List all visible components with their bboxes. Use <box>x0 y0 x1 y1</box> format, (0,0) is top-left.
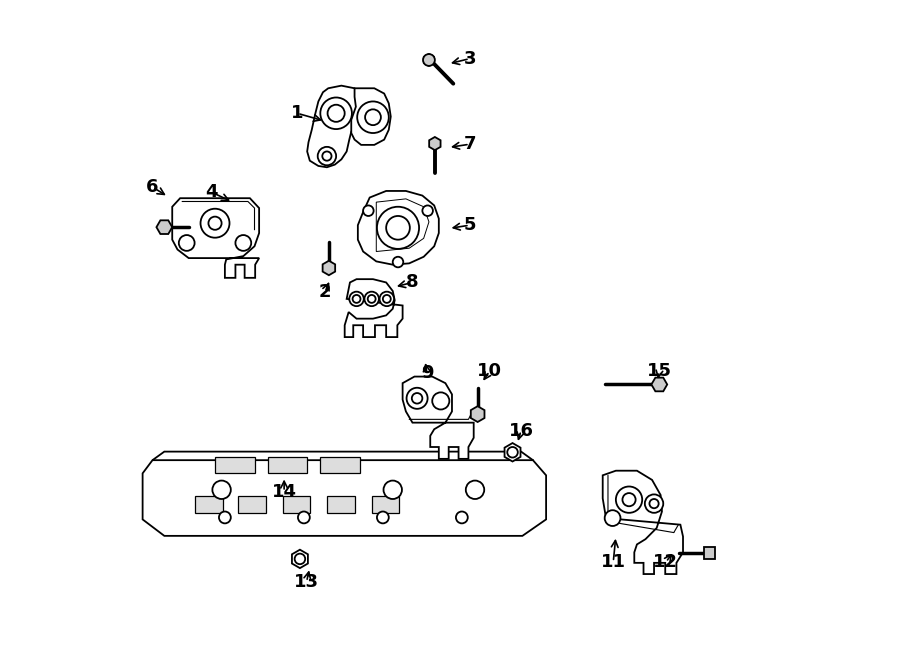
Text: 6: 6 <box>146 178 158 196</box>
Circle shape <box>650 499 659 508</box>
Polygon shape <box>283 496 310 513</box>
Text: 8: 8 <box>406 274 419 292</box>
Circle shape <box>508 447 518 457</box>
Circle shape <box>407 388 428 408</box>
Polygon shape <box>327 496 355 513</box>
Circle shape <box>236 235 251 251</box>
Circle shape <box>363 206 374 216</box>
Circle shape <box>383 481 402 499</box>
Circle shape <box>377 207 419 249</box>
Polygon shape <box>152 451 533 488</box>
Polygon shape <box>505 443 520 461</box>
Text: 15: 15 <box>647 362 671 380</box>
Polygon shape <box>142 460 546 536</box>
Polygon shape <box>652 377 667 391</box>
Circle shape <box>616 486 643 513</box>
Text: 11: 11 <box>600 553 626 571</box>
Circle shape <box>423 54 435 66</box>
Polygon shape <box>351 89 391 145</box>
Text: 14: 14 <box>272 483 297 501</box>
Text: 2: 2 <box>319 284 331 301</box>
Text: 12: 12 <box>653 553 679 571</box>
Circle shape <box>219 512 230 524</box>
Polygon shape <box>172 198 259 278</box>
Circle shape <box>644 494 663 513</box>
Text: 10: 10 <box>477 362 502 380</box>
Polygon shape <box>402 377 473 459</box>
Circle shape <box>623 493 635 506</box>
Circle shape <box>466 481 484 499</box>
Polygon shape <box>603 471 683 574</box>
Circle shape <box>412 393 422 404</box>
Circle shape <box>298 512 310 524</box>
Text: 7: 7 <box>464 136 476 153</box>
Circle shape <box>377 512 389 524</box>
Circle shape <box>294 554 305 564</box>
Polygon shape <box>238 496 266 513</box>
Circle shape <box>320 97 352 129</box>
Polygon shape <box>358 191 439 264</box>
Text: 9: 9 <box>420 364 433 382</box>
Circle shape <box>368 295 375 303</box>
Circle shape <box>432 393 449 409</box>
Circle shape <box>422 206 433 216</box>
Polygon shape <box>215 457 255 473</box>
Polygon shape <box>372 496 400 513</box>
Circle shape <box>318 147 336 165</box>
Circle shape <box>212 481 230 499</box>
Text: 1: 1 <box>291 104 303 122</box>
Polygon shape <box>345 279 402 337</box>
Polygon shape <box>471 407 484 422</box>
Text: 13: 13 <box>294 573 319 591</box>
Text: 4: 4 <box>205 183 218 201</box>
Polygon shape <box>322 260 335 275</box>
Polygon shape <box>704 547 715 559</box>
Polygon shape <box>320 457 360 473</box>
Circle shape <box>201 209 230 238</box>
Circle shape <box>179 235 194 251</box>
Circle shape <box>386 216 410 240</box>
Circle shape <box>365 109 381 125</box>
Polygon shape <box>267 457 307 473</box>
Circle shape <box>392 256 403 267</box>
Polygon shape <box>195 496 223 513</box>
Circle shape <box>605 510 620 526</box>
Polygon shape <box>376 199 429 252</box>
Circle shape <box>328 104 345 122</box>
Circle shape <box>349 292 364 306</box>
Circle shape <box>322 151 331 161</box>
Polygon shape <box>292 550 308 568</box>
Circle shape <box>380 292 394 306</box>
Circle shape <box>357 101 389 133</box>
Polygon shape <box>429 137 441 150</box>
Polygon shape <box>424 54 434 66</box>
Text: 5: 5 <box>464 216 476 234</box>
Circle shape <box>353 295 361 303</box>
Text: 16: 16 <box>508 422 534 440</box>
Circle shape <box>456 512 468 524</box>
Circle shape <box>209 217 221 230</box>
Circle shape <box>364 292 379 306</box>
Text: 3: 3 <box>464 50 476 67</box>
Circle shape <box>382 295 391 303</box>
Polygon shape <box>307 86 368 167</box>
Polygon shape <box>157 220 172 234</box>
